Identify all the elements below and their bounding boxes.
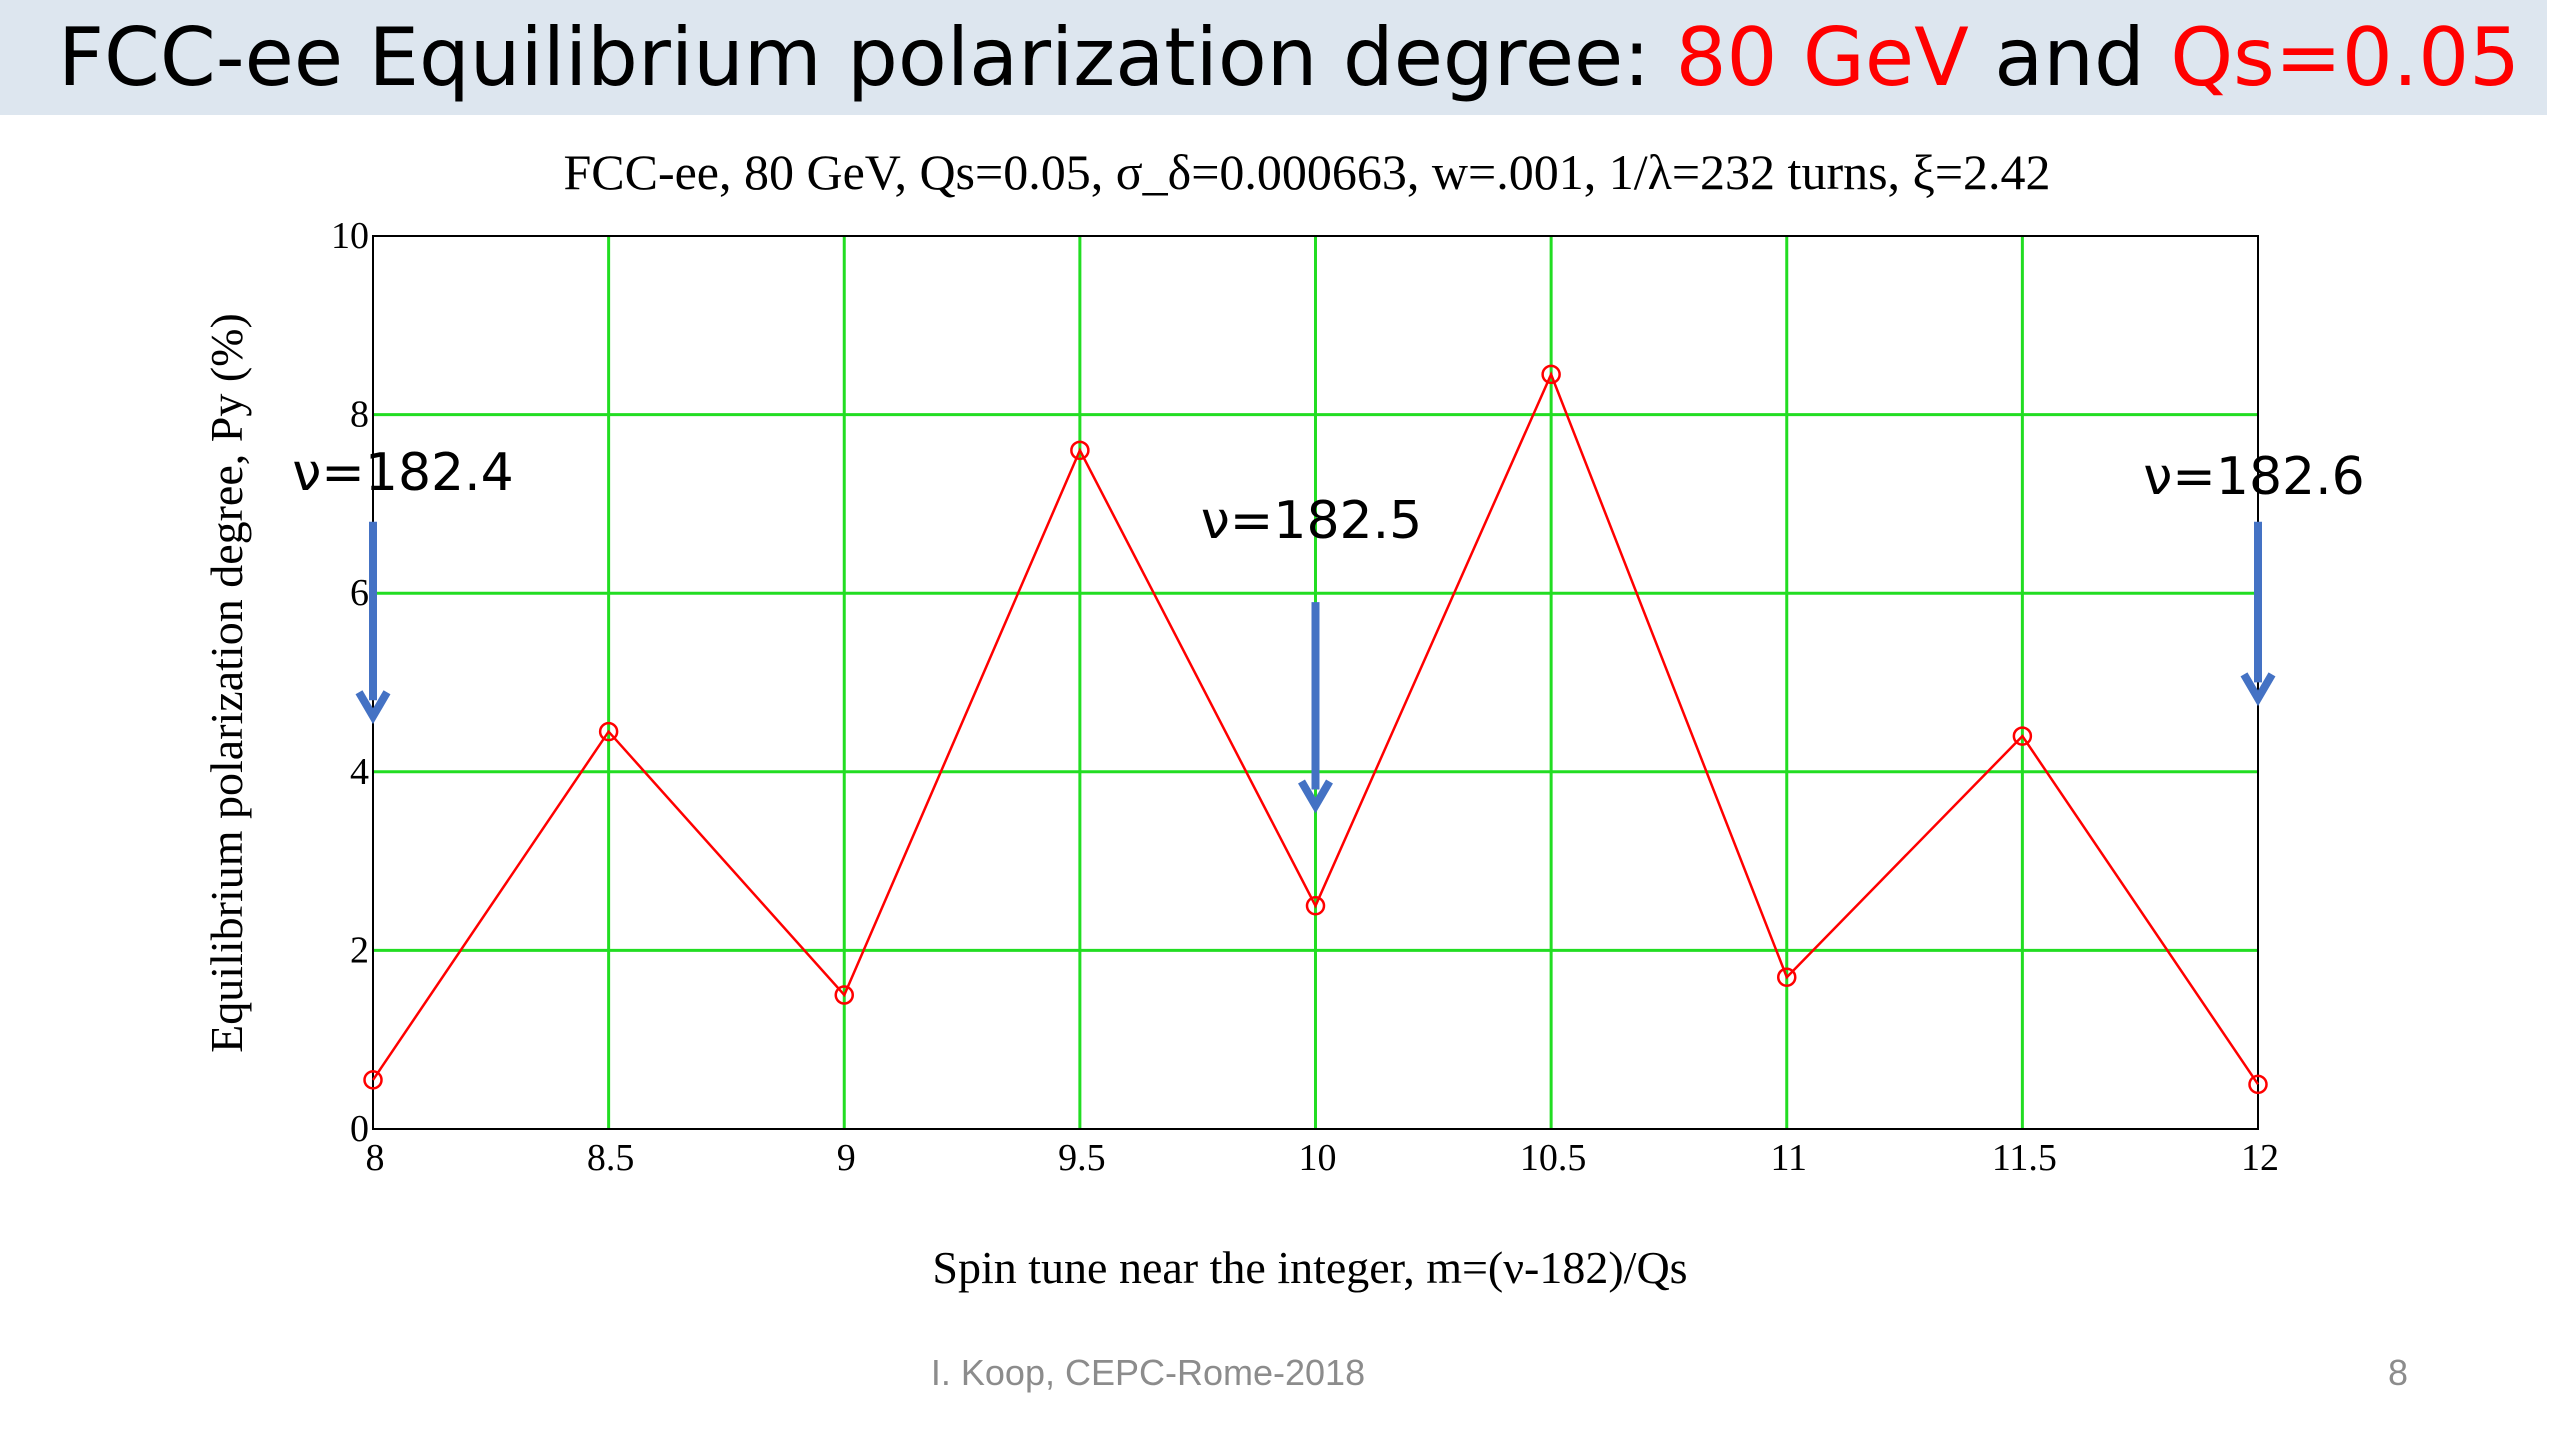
annotation-arrow-head — [1298, 779, 1333, 814]
y-tick-label: 6 — [350, 572, 369, 614]
y-tick-label: 0 — [350, 1108, 369, 1150]
grid — [373, 236, 2258, 1129]
data-point-marker — [1777, 967, 1797, 987]
page-number: 8 — [2388, 1352, 2409, 1393]
y-tick-label: 4 — [350, 751, 369, 793]
title-qs: Qs=0.05 — [2170, 11, 2521, 104]
y-tick-label: 8 — [350, 394, 369, 436]
annotation-label: ν=182.4 — [292, 443, 513, 503]
chart-title: FCC-ee, 80 GeV, Qs=0.05, σ_δ=0.000663, w… — [563, 144, 2050, 200]
data-point-marker — [834, 985, 854, 1005]
data-point-marker — [598, 721, 619, 742]
annotations: ν=182.4 ν=182.5 ν=182.6 — [292, 443, 2365, 814]
data-point-marker — [1070, 440, 1090, 461]
title-part-1: FCC-ee Equilibrium polarization degree: — [58, 11, 1676, 104]
x-tick-label: 10 — [1299, 1137, 1337, 1179]
polarization-chart: FCC-ee, 80 GeV, Qs=0.05, σ_δ=0.000663, w… — [201, 144, 2365, 1293]
data-point-marker — [1305, 896, 1326, 916]
title-part-3: and — [1968, 11, 2171, 104]
annotation-arrow-head — [2240, 672, 2276, 707]
annotation-label: ν=182.6 — [2143, 447, 2364, 507]
x-tick-label: 8.5 — [587, 1137, 635, 1179]
x-tick-label: 9.5 — [1058, 1137, 1106, 1179]
footer-credit: I. Koop, CEPC-Rome-2018 — [930, 1352, 1366, 1393]
series-line — [371, 371, 2260, 1086]
x-tick-label: 12 — [2241, 1137, 2279, 1179]
y-tick-label: 10 — [331, 215, 369, 257]
x-tick-label: 11.5 — [1992, 1137, 2057, 1179]
annotation-arrow-head — [355, 690, 391, 725]
data-point-marker — [2012, 726, 2033, 746]
x-tick-label: 11 — [1770, 1137, 1807, 1179]
tick-labels: 8 8.5 9 9.5 10 10.5 11 11.5 12 0 2 4 6 8 10 — [331, 215, 2279, 1179]
annotation-label: ν=182.5 — [1201, 491, 1422, 551]
title-energy: 80 GeV — [1675, 11, 1969, 104]
x-tick-label: 8 — [366, 1137, 385, 1179]
title-bar — [0, 0, 2547, 115]
y-axis-label: Equilibrium polarization degree, Py (%) — [201, 313, 252, 1053]
data-point-marker — [363, 1070, 383, 1090]
data-series — [363, 364, 2268, 1095]
data-point-marker — [1541, 364, 1561, 385]
y-tick-label: 2 — [350, 929, 369, 971]
x-tick-label: 9 — [837, 1137, 856, 1179]
x-tick-label: 10.5 — [1520, 1137, 1587, 1179]
x-axis-label: Spin tune near the integer, m=(ν-182)/Qs — [932, 1242, 1687, 1293]
slide-title: FCC-ee Equilibrium polarization degree: … — [58, 6, 2520, 110]
data-point-marker — [2248, 1074, 2268, 1095]
